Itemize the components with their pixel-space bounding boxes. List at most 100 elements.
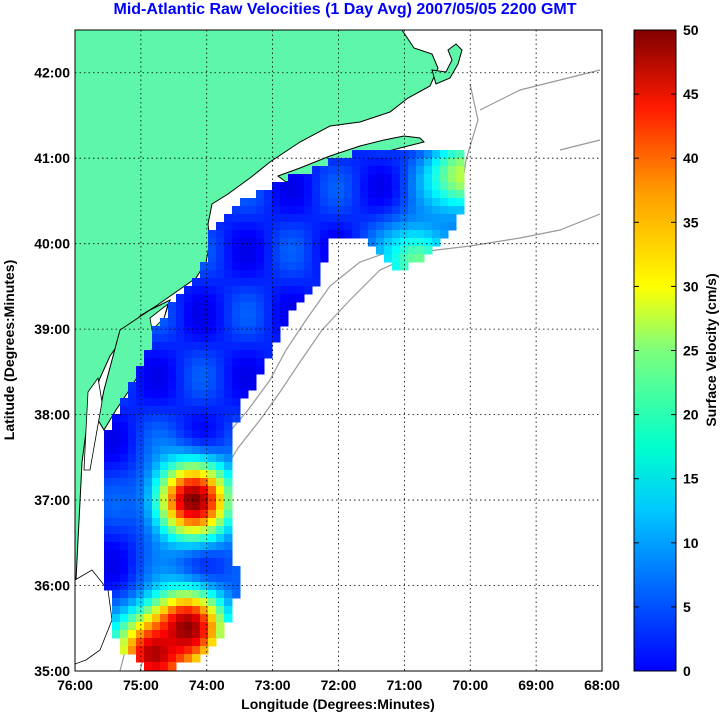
velocity-cell [232,406,241,415]
velocity-cell [312,198,321,207]
velocity-cell [424,238,433,247]
velocity-cell [176,430,185,439]
velocity-cell [312,214,321,223]
velocity-cell [208,310,217,319]
velocity-cell [136,494,145,503]
velocity-cell [120,486,129,495]
velocity-cell [360,166,369,175]
velocity-cell [168,486,177,495]
velocity-cell [136,518,145,527]
velocity-cell [168,390,177,399]
velocity-cell [248,246,257,255]
velocity-cell [200,510,209,519]
velocity-cell [184,350,193,359]
velocity-cell [264,206,273,215]
velocity-cell [176,630,185,639]
velocity-cell [144,542,153,551]
velocity-cell [144,494,153,503]
velocity-cell [440,222,449,231]
velocity-cell [160,590,169,599]
velocity-cell [200,350,209,359]
velocity-cell [320,190,329,199]
velocity-cell [128,534,137,543]
velocity-cell [424,150,433,159]
velocity-cell [216,366,225,375]
velocity-cell [144,430,153,439]
velocity-cell [432,222,441,231]
velocity-cell [168,638,177,647]
velocity-cell [304,230,313,239]
velocity-cell [192,310,201,319]
velocity-cell [208,510,217,519]
velocity-cell [128,558,137,567]
velocity-cell [104,430,113,439]
velocity-cell [432,206,441,215]
velocity-cell [256,286,265,295]
velocity-cell [144,614,153,623]
velocity-cell [192,422,201,431]
velocity-cell [160,558,169,567]
velocity-cell [240,246,249,255]
velocity-cell [312,278,321,287]
velocity-cells [104,150,465,671]
velocity-cell [152,486,161,495]
velocity-cell [256,310,265,319]
velocity-cell [304,198,313,207]
velocity-cell [400,150,409,159]
velocity-cell [208,326,217,335]
velocity-cell [192,550,201,559]
velocity-cell [120,422,129,431]
colorbar-tick-label: 45 [683,86,699,102]
velocity-cell [432,230,441,239]
velocity-cell [456,190,465,199]
velocity-cell [192,334,201,343]
velocity-cell [160,438,169,447]
velocity-cell [192,622,201,631]
velocity-cell [176,454,185,463]
velocity-cell [304,254,313,263]
velocity-cell [256,238,265,247]
velocity-cell [272,278,281,287]
velocity-cell [144,510,153,519]
velocity-cell [144,526,153,535]
velocity-cell [240,262,249,271]
velocity-cell [152,350,161,359]
velocity-cell [208,286,217,295]
velocity-cell [176,302,185,311]
velocity-cell [272,190,281,199]
velocity-cell [440,150,449,159]
velocity-cell [232,358,241,367]
velocity-cell [200,326,209,335]
velocity-cell [240,238,249,247]
velocity-cell [432,174,441,183]
velocity-cell [176,590,185,599]
map-grid [75,30,602,671]
velocity-cell [160,622,169,631]
velocity-cell [224,230,233,239]
velocity-cell [128,542,137,551]
velocity-cell [168,582,177,591]
velocity-cell [280,214,289,223]
velocity-cell [128,470,137,479]
velocity-cell [144,502,153,511]
velocity-cell [136,622,145,631]
velocity-cell [424,166,433,175]
velocity-cell [144,486,153,495]
velocity-cell [192,526,201,535]
velocity-cell [200,646,209,655]
velocity-cell [288,286,297,295]
velocity-cell [176,518,185,527]
page-title: Mid-Atlantic Raw Velocities (1 Day Avg) … [113,1,577,18]
velocity-cell [400,174,409,183]
velocity-cell [224,382,233,391]
velocity-cell [208,574,217,583]
velocity-cell [104,582,113,591]
velocity-cell [344,158,353,167]
velocity-cell [216,582,225,591]
velocity-cell [272,286,281,295]
lon-tick-label: 69:00 [518,677,554,693]
velocity-cell [304,278,313,287]
lat-tick-label: 41:00 [34,150,70,166]
velocity-cell [112,446,121,455]
